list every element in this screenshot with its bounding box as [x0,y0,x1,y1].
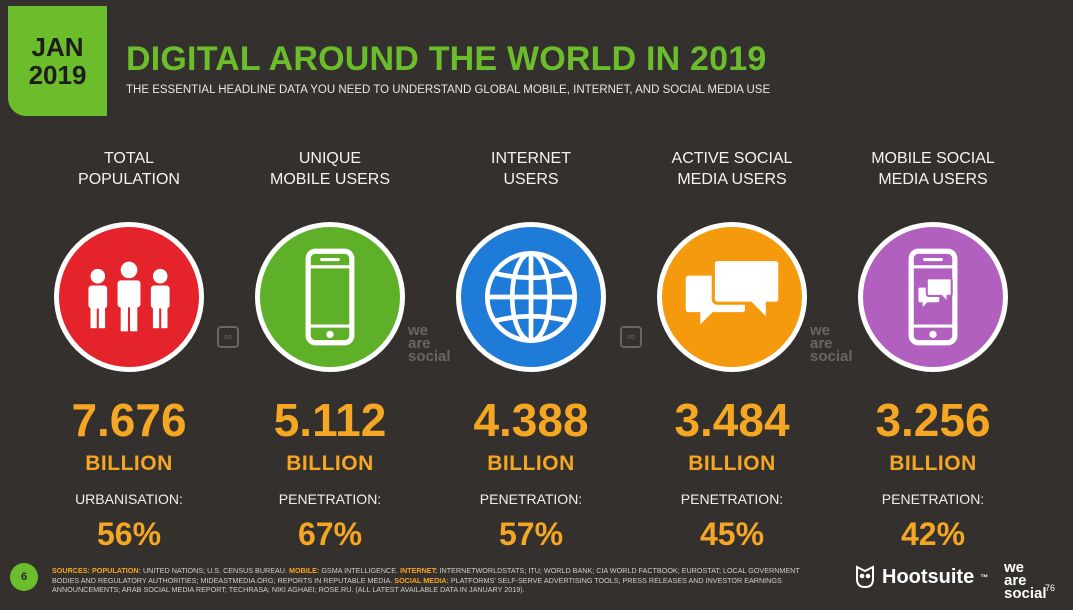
stat-label-line1: MOBILE SOCIAL [871,150,995,167]
stat-value: 3.484 [674,394,790,446]
owl-watermark-icon: ∞ [217,326,239,348]
page-number: 6 [10,563,38,591]
mobile-phone-icon [305,248,355,346]
stat-label-line1: UNIQUE [298,150,362,167]
stat-label-line2: MEDIA USERS [878,171,988,188]
stat-unit: BILLION [286,452,374,475]
stat-sublabel: PENETRATION: [278,491,382,507]
stat-sublabel: URBANISATION: [75,491,183,507]
stat-label: MOBILE SOCIAL MEDIA USERS [871,148,995,192]
mobile-chat-icon [908,248,958,346]
we-are-social-watermark: we are social [810,322,853,365]
stat-unit: BILLION [688,452,776,475]
we-are-social-watermark: we are social [408,322,451,365]
stat-label-line2: MEDIA USERS [677,171,787,188]
stat-subvalue: 57% [498,516,564,552]
stat-value: 7.676 [71,394,187,446]
chat-bubbles-icon-circle [657,222,807,372]
badge-year: 2019 [28,60,87,90]
stat-total-population: TOTAL POPULATION [34,148,224,553]
stat-active-social-media-users: ACTIVE SOCIAL MEDIA USERS 3.484 BILLION … [637,148,827,553]
we-are-social-logo: we are social [1004,559,1047,602]
stat-subvalue: 45% [699,516,765,552]
stat-subvalue: 42% [900,516,966,552]
people-icon [88,261,170,332]
chat-bubbles-icon [682,258,782,332]
people-icon-circle [54,222,204,372]
stat-value: 3.256 [875,394,991,446]
stat-label-line2: MOBILE USERS [269,171,391,188]
globe-icon-circle [456,222,606,372]
stat-value: 5.112 [273,394,387,446]
stat-label: ACTIVE SOCIAL MEDIA USERS [672,148,793,192]
stat-label: INTERNET USERS [491,148,571,192]
page-title: DIGITAL AROUND THE WORLD IN 2019 [126,40,767,78]
mobile-chat-icon-circle [858,222,1008,372]
stat-unique-mobile-users: UNIQUE MOBILE USERS 5.112 BILLION PENETR… [235,148,425,553]
stat-unit: BILLION [85,452,173,475]
slide-number: 76 [1045,583,1056,593]
stat-sublabel: PENETRATION: [680,491,784,507]
stat-subvalue: 67% [297,516,363,552]
stat-label: TOTAL POPULATION [78,148,180,192]
stat-mobile-social-media-users: MOBILE SOCIAL MEDIA USERS 3.256 BILLIO [838,148,1028,553]
stat-subvalue: 56% [96,516,162,552]
sources-text: SOURCES: POPULATION: UNITED NATIONS; U.S… [52,566,800,595]
stat-value: 4.388 [473,394,589,446]
page-subtitle: THE ESSENTIAL HEADLINE DATA YOU NEED TO … [126,84,771,96]
stat-sublabel: PENETRATION: [881,491,985,507]
stat-label-line1: TOTAL [103,150,155,167]
owl-watermark-icon: ∞ [620,326,642,348]
stat-label-line1: INTERNET [491,150,571,167]
stat-sublabel: PENETRATION: [479,491,583,507]
stat-internet-users: INTERNET USERS 4.388 BILLION PENETR [436,148,626,553]
stat-label-line2: POPULATION [78,171,180,188]
stat-label-line2: USERS [503,171,559,188]
stat-unit: BILLION [889,452,977,475]
stat-unit: BILLION [487,452,575,475]
globe-icon [484,250,578,344]
hootsuite-logo: Hootsuite ™ [854,565,988,589]
stat-label: UNIQUE MOBILE USERS [270,148,390,192]
owl-icon [856,565,874,589]
date-badge: JAN 2019 [8,6,107,116]
stat-label-line1: ACTIVE SOCIAL [671,150,793,167]
mobile-phone-icon-circle [255,222,405,372]
badge-month: JAN [31,32,84,62]
